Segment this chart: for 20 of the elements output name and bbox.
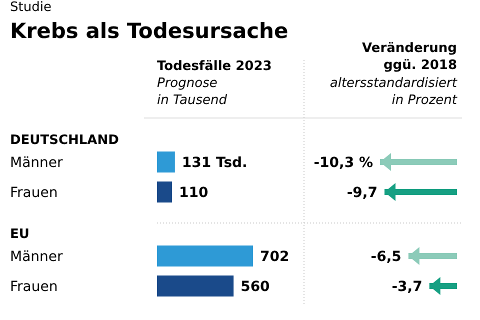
data-label: 131 Tsd. xyxy=(182,155,248,171)
chart-subtitle: Prognose in Tausend xyxy=(157,76,228,108)
x-axis-title: Todesfälle 2023 xyxy=(157,59,272,74)
data-label: -10,3 % xyxy=(314,155,373,171)
chart-subtitle: altersstandardisiert in Prozent xyxy=(330,76,458,108)
data-label: -6,5 xyxy=(370,249,402,265)
text: Studie xyxy=(10,0,52,15)
y-tick-label: Frauen xyxy=(10,185,58,201)
y-tick-label: Männer xyxy=(10,155,64,171)
chart-title: Krebs als Todesursache xyxy=(10,19,288,43)
data-label: 702 xyxy=(260,249,290,265)
y-tick-label: Männer xyxy=(10,249,64,265)
data-label: -3,7 xyxy=(392,279,422,295)
text: EU xyxy=(10,227,30,242)
data-label: 560 xyxy=(240,279,270,295)
chart-title: Veränderung ggü. 2018 xyxy=(362,41,457,73)
text: DEUTSCHLAND xyxy=(10,133,120,148)
data-label: -9,7 xyxy=(346,185,378,201)
y-tick-label: Frauen xyxy=(10,279,58,295)
data-label: 110 xyxy=(179,185,209,201)
